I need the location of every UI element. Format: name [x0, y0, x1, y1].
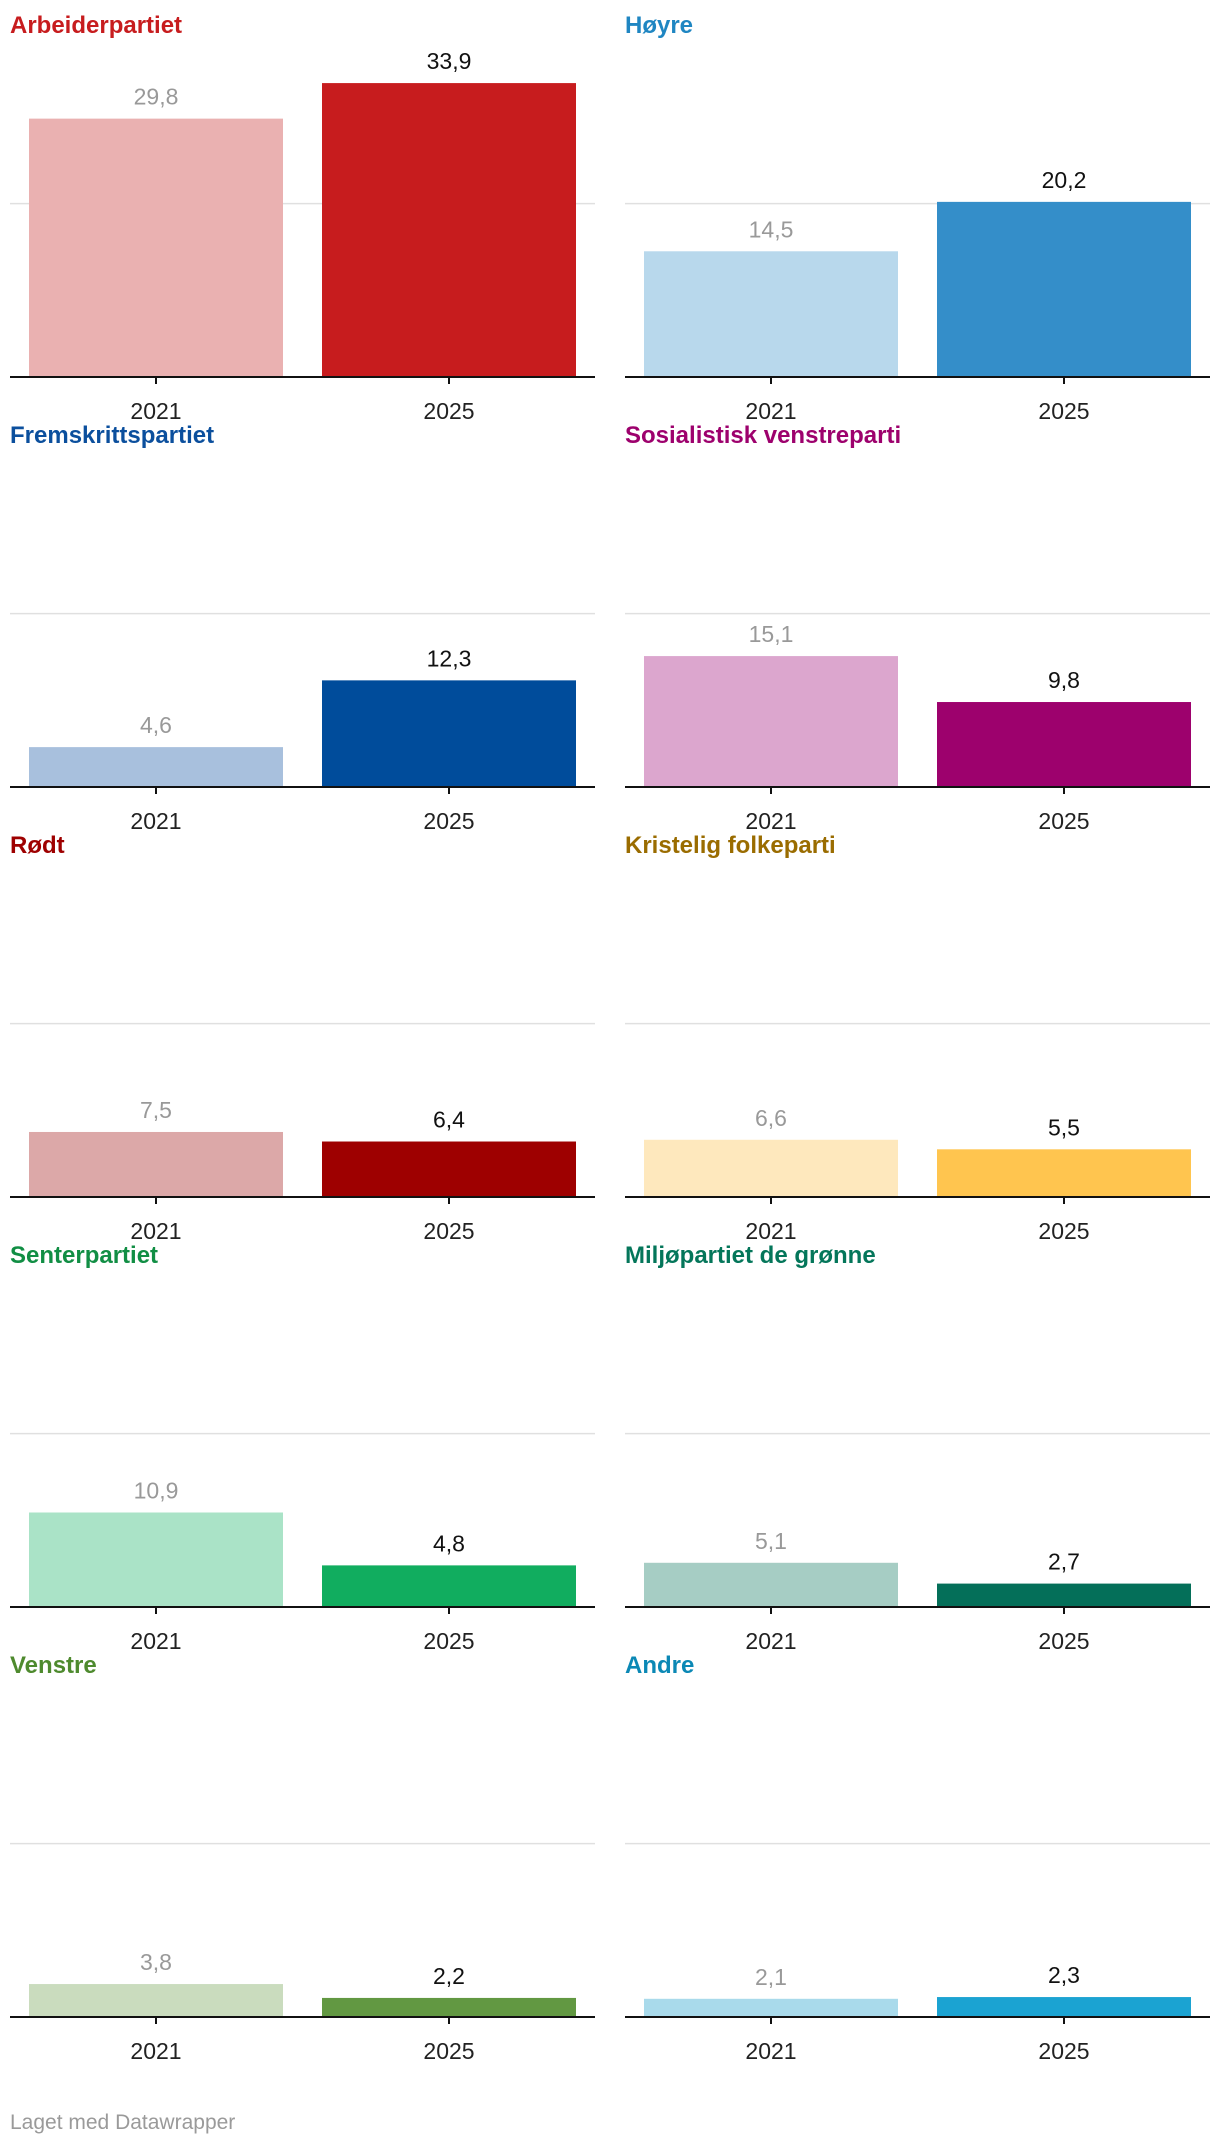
bar-sosialistisk-venstreparti-2025 — [937, 702, 1191, 787]
bar-arbeiderpartiet-2025 — [322, 83, 576, 377]
x-tick-label-2021: 2021 — [130, 808, 181, 834]
x-tick-label-2025: 2025 — [1038, 1628, 1089, 1654]
bar-kristelig-folkeparti-2025 — [937, 1149, 1191, 1197]
x-tick-label-2025: 2025 — [1038, 2038, 1089, 2064]
value-label-2025: 2,7 — [1048, 1549, 1080, 1575]
panel-title-rødt: Rødt — [10, 832, 65, 859]
x-tick-label-2025: 2025 — [423, 808, 474, 834]
bar-rødt-2025 — [322, 1141, 576, 1197]
bar-venstre-2021 — [29, 1984, 283, 2017]
value-label-2025: 5,5 — [1048, 1114, 1080, 1140]
bar-sosialistisk-venstreparti-2021 — [644, 656, 898, 787]
bar-andre-2025 — [937, 1997, 1191, 2017]
value-label-2025: 4,8 — [433, 1530, 465, 1556]
value-label-2021: 3,8 — [140, 1949, 172, 1975]
bar-senterpartiet-2021 — [29, 1512, 283, 1607]
panel-title-venstre: Venstre — [10, 1652, 97, 1679]
x-tick-label-2021: 2021 — [130, 2038, 181, 2064]
bar-senterpartiet-2025 — [322, 1565, 576, 1607]
value-label-2021: 2,1 — [755, 1964, 787, 1990]
value-label-2025: 12,3 — [427, 645, 472, 671]
panel-title-fremskrittspartiet: Fremskrittspartiet — [10, 422, 214, 449]
x-tick-label-2025: 2025 — [423, 1628, 474, 1654]
bar-rødt-2021 — [29, 1131, 283, 1197]
value-label-2021: 5,1 — [755, 1528, 787, 1554]
panel-title-kristelig-folkeparti: Kristelig folkeparti — [625, 832, 836, 859]
value-label-2021: 14,5 — [749, 216, 794, 242]
bar-miljøpartiet-de-grønne-2021 — [644, 1562, 898, 1607]
value-label-2021: 6,6 — [755, 1105, 787, 1131]
x-tick-label-2025: 2025 — [1038, 808, 1089, 834]
credit-text: Laget med Datawrapper — [10, 2111, 236, 2134]
panel-title-senterpartiet: Senterpartiet — [10, 1242, 158, 1269]
x-tick-label-2021: 2021 — [745, 1218, 796, 1244]
bar-høyre-2021 — [644, 251, 898, 377]
bar-andre-2021 — [644, 1998, 898, 2017]
bar-kristelig-folkeparti-2021 — [644, 1139, 898, 1197]
value-label-2021: 10,9 — [134, 1477, 179, 1503]
value-label-2025: 6,4 — [433, 1107, 465, 1133]
value-label-2025: 2,3 — [1048, 1962, 1080, 1988]
bar-fremskrittspartiet-2021 — [29, 747, 283, 787]
panel-title-arbeiderpartiet: Arbeiderpartiet — [10, 12, 182, 39]
x-tick-label-2021: 2021 — [745, 2038, 796, 2064]
x-tick-label-2021: 2021 — [130, 1218, 181, 1244]
bar-høyre-2025 — [937, 201, 1191, 377]
x-tick-label-2021: 2021 — [745, 808, 796, 834]
panel-title-sosialistisk-venstreparti: Sosialistisk venstreparti — [625, 422, 901, 449]
value-label-2021: 29,8 — [134, 84, 179, 110]
bar-fremskrittspartiet-2025 — [322, 680, 576, 787]
value-label-2021: 15,1 — [749, 621, 794, 647]
x-tick-label-2025: 2025 — [423, 2038, 474, 2064]
panel-title-miljøpartiet-de-grønne: Miljøpartiet de grønne — [625, 1242, 876, 1269]
value-label-2021: 7,5 — [140, 1097, 172, 1123]
value-label-2025: 33,9 — [427, 48, 472, 74]
x-tick-label-2025: 2025 — [423, 398, 474, 424]
x-tick-label-2021: 2021 — [130, 398, 181, 424]
bar-miljøpartiet-de-grønne-2025 — [937, 1583, 1191, 1607]
value-label-2025: 9,8 — [1048, 667, 1080, 693]
x-tick-label-2025: 2025 — [423, 1218, 474, 1244]
panel-title-andre: Andre — [625, 1652, 694, 1679]
value-label-2025: 2,2 — [433, 1963, 465, 1989]
value-label-2025: 20,2 — [1042, 167, 1087, 193]
bar-venstre-2025 — [322, 1997, 576, 2017]
x-tick-label-2025: 2025 — [1038, 1218, 1089, 1244]
value-label-2021: 4,6 — [140, 712, 172, 738]
x-tick-label-2021: 2021 — [745, 1628, 796, 1654]
x-tick-label-2021: 2021 — [130, 1628, 181, 1654]
panel-title-høyre: Høyre — [625, 12, 693, 39]
bar-arbeiderpartiet-2021 — [29, 118, 283, 377]
x-tick-label-2025: 2025 — [1038, 398, 1089, 424]
x-tick-label-2021: 2021 — [745, 398, 796, 424]
